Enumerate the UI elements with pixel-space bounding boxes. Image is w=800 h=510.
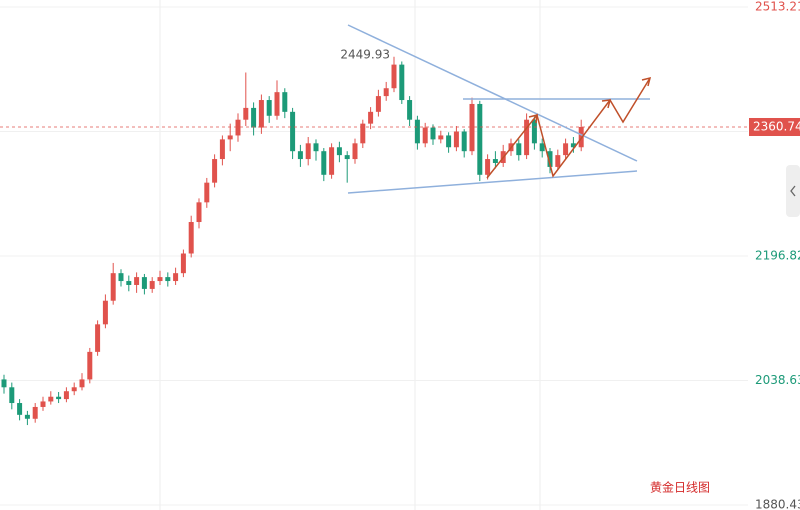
candle-body <box>204 182 210 203</box>
candle-body <box>274 92 280 116</box>
candle-body <box>1 379 7 388</box>
candle-body <box>570 143 576 148</box>
candle-body <box>407 100 413 120</box>
candle-body <box>251 107 257 128</box>
candle-body <box>227 135 233 140</box>
arrow-head <box>528 114 538 124</box>
candle-body <box>329 147 335 175</box>
candle-body <box>243 107 249 120</box>
high-annotation: 2449.93 <box>340 47 390 61</box>
candle-body <box>17 403 23 415</box>
candle-body <box>180 253 186 274</box>
candle-body <box>492 159 498 163</box>
candle-body <box>24 414 30 419</box>
candle-body <box>391 64 397 89</box>
candle-body <box>79 379 85 388</box>
candle-body <box>71 387 77 392</box>
candle-body <box>446 135 452 148</box>
candle-body <box>485 159 491 175</box>
candle-body <box>219 139 225 160</box>
last-price-box <box>749 117 800 136</box>
candle-body <box>165 277 171 282</box>
candle-body <box>87 351 93 380</box>
candle-body <box>134 277 140 285</box>
candle-body <box>422 127 428 144</box>
candle-body <box>531 119 537 144</box>
candle-body <box>173 273 179 282</box>
candle-body <box>40 401 46 407</box>
candle-body <box>352 143 358 160</box>
candle-body <box>438 135 444 140</box>
candle-body <box>102 300 108 325</box>
candle-body <box>461 131 467 152</box>
y-tick-label: 2196.82 <box>755 249 800 263</box>
candle-body <box>235 119 241 136</box>
marks <box>0 6 748 506</box>
candle-body <box>290 111 296 152</box>
drawings <box>347 24 652 194</box>
time-grid <box>159 0 541 510</box>
candle-body <box>375 96 381 112</box>
candle-body <box>56 396 62 400</box>
price-axis: 1880.432038.632196.822355.012513.212360.… <box>749 0 800 510</box>
candle-body <box>524 119 530 156</box>
candle-body <box>149 281 155 289</box>
candle-body <box>383 88 389 97</box>
last-price-label: 2360.74 <box>753 119 800 133</box>
candle-body <box>313 143 319 152</box>
candle-body <box>414 119 420 144</box>
y-tick-label: 2038.63 <box>755 373 800 387</box>
y-tick-label: 2513.21 <box>755 0 800 14</box>
candle-body <box>188 222 194 254</box>
candle-body <box>9 387 15 404</box>
candle-body <box>32 406 38 419</box>
trend-line <box>347 24 638 162</box>
trend-line <box>347 170 638 194</box>
candle-body <box>157 277 163 282</box>
candle-body <box>477 103 483 175</box>
candle-body <box>547 151 553 167</box>
candle-body <box>95 324 101 352</box>
side-tab[interactable] <box>786 165 800 217</box>
candle-body <box>368 111 374 124</box>
candle-body <box>212 159 218 183</box>
candle-body <box>110 273 116 301</box>
chevron <box>790 185 796 197</box>
candle-body <box>282 92 288 112</box>
candle-body <box>399 64 405 101</box>
arrow-head <box>601 99 611 109</box>
candle-body <box>305 143 311 160</box>
candle-body <box>126 281 132 285</box>
candle-body <box>539 143 545 152</box>
forecast-path <box>486 77 651 179</box>
candle-body <box>118 273 124 282</box>
candle-body <box>297 151 303 160</box>
candle-body <box>63 391 69 400</box>
caption: 黄金日线图 <box>650 480 710 495</box>
candle-body <box>516 143 522 156</box>
candle-body <box>344 155 350 160</box>
candle-body <box>336 147 342 156</box>
candle-body <box>258 100 264 128</box>
candle-body <box>555 155 561 167</box>
candle-body <box>266 100 272 116</box>
candle-body <box>196 202 202 223</box>
candle-body <box>453 131 459 148</box>
candle-body <box>360 123 366 144</box>
candle-body <box>48 396 54 402</box>
candle-body <box>578 126 584 148</box>
arrow-head <box>641 76 652 87</box>
collapse-tab[interactable] <box>786 165 800 217</box>
candle-body <box>321 151 327 175</box>
candle-body <box>430 127 436 140</box>
y-tick-label: 1880.43 <box>755 498 800 510</box>
candle-body <box>141 277 147 289</box>
candle-body <box>469 103 475 152</box>
candle-body <box>563 143 569 156</box>
